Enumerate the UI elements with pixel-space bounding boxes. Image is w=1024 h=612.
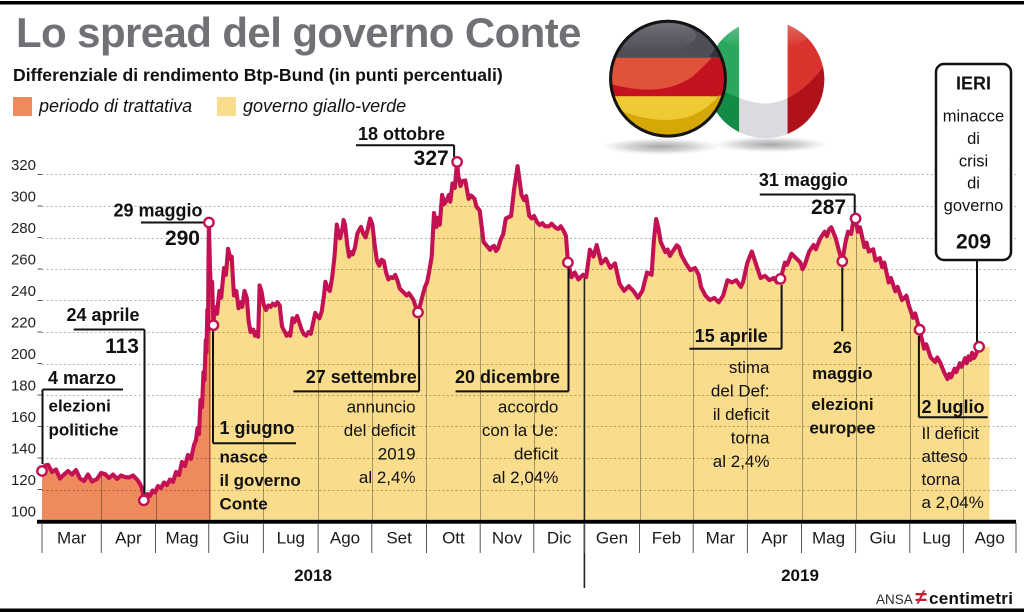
svg-text:2019: 2019 bbox=[781, 566, 819, 585]
svg-text:Mag: Mag bbox=[166, 529, 199, 548]
svg-text:Lo spread del governo Conte: Lo spread del governo Conte bbox=[16, 9, 581, 56]
svg-text:113: 113 bbox=[105, 335, 139, 358]
svg-text:Dic: Dic bbox=[547, 529, 572, 548]
svg-text:287: 287 bbox=[811, 196, 846, 219]
svg-text:IERI: IERI bbox=[956, 74, 991, 94]
svg-text:di: di bbox=[967, 130, 980, 148]
svg-text:del Def:: del Def: bbox=[711, 382, 770, 401]
svg-text:Ago: Ago bbox=[975, 529, 1005, 548]
svg-text:Lug: Lug bbox=[277, 529, 305, 548]
svg-text:deficit: deficit bbox=[514, 445, 559, 464]
svg-text:al 2,4%: al 2,4% bbox=[713, 452, 770, 471]
svg-text:il deficit: il deficit bbox=[713, 405, 770, 424]
svg-text:320: 320 bbox=[11, 157, 36, 174]
svg-text:al 2,4%: al 2,4% bbox=[359, 468, 416, 487]
svg-text:europee: europee bbox=[809, 419, 875, 438]
svg-text:24 aprile: 24 aprile bbox=[66, 305, 139, 325]
svg-text:ANSA: ANSA bbox=[876, 592, 913, 607]
svg-text:il governo: il governo bbox=[220, 471, 301, 490]
svg-text:Nov: Nov bbox=[492, 529, 523, 548]
svg-text:160: 160 bbox=[11, 409, 36, 426]
svg-text:Set: Set bbox=[386, 529, 412, 548]
svg-text:Differenziale di rendimento Bt: Differenziale di rendimento Btp-Bund (in… bbox=[13, 65, 503, 85]
svg-text:120: 120 bbox=[11, 472, 36, 489]
svg-text:di: di bbox=[967, 175, 980, 193]
svg-text:a 2,04%: a 2,04% bbox=[922, 493, 984, 512]
svg-text:Giu: Giu bbox=[869, 529, 895, 548]
svg-text:Conte: Conte bbox=[220, 495, 268, 514]
svg-text:Apr: Apr bbox=[761, 529, 788, 548]
svg-text:4 marzo: 4 marzo bbox=[48, 368, 116, 388]
svg-text:2019: 2019 bbox=[378, 445, 416, 464]
svg-text:Mar: Mar bbox=[57, 529, 87, 548]
svg-text:300: 300 bbox=[11, 189, 36, 206]
svg-text:260: 260 bbox=[11, 252, 36, 269]
svg-text:politiche: politiche bbox=[49, 421, 119, 440]
svg-text:26: 26 bbox=[833, 338, 852, 357]
svg-text:2 luglio: 2 luglio bbox=[922, 397, 985, 417]
svg-text:centimetri: centimetri bbox=[929, 589, 1013, 608]
svg-text:29 maggio: 29 maggio bbox=[113, 201, 202, 221]
svg-text:del deficit: del deficit bbox=[344, 421, 416, 440]
svg-text:Ott: Ott bbox=[442, 529, 465, 548]
svg-text:Apr: Apr bbox=[115, 529, 142, 548]
svg-text:140: 140 bbox=[11, 441, 36, 458]
svg-text:220: 220 bbox=[11, 315, 36, 332]
svg-text:periodo di trattativa: periodo di trattativa bbox=[38, 96, 192, 116]
svg-text:290: 290 bbox=[165, 227, 200, 250]
svg-text:elezioni: elezioni bbox=[49, 397, 111, 416]
svg-text:20 dicembre: 20 dicembre bbox=[455, 367, 560, 387]
svg-text:100: 100 bbox=[11, 504, 36, 521]
svg-text:governo giallo-verde: governo giallo-verde bbox=[243, 96, 406, 116]
svg-text:Mar: Mar bbox=[706, 529, 736, 548]
svg-text:27 settembre: 27 settembre bbox=[306, 367, 417, 387]
svg-text:maggio: maggio bbox=[812, 364, 872, 383]
svg-text:≠: ≠ bbox=[915, 586, 927, 609]
svg-text:Ago: Ago bbox=[330, 529, 360, 548]
svg-text:180: 180 bbox=[11, 378, 36, 395]
svg-text:18 ottobre: 18 ottobre bbox=[358, 124, 445, 144]
svg-text:accordo: accordo bbox=[498, 398, 558, 417]
svg-text:annuncio: annuncio bbox=[347, 398, 416, 417]
svg-text:crisi: crisi bbox=[959, 152, 988, 170]
svg-text:209: 209 bbox=[956, 231, 991, 254]
svg-text:Gen: Gen bbox=[596, 529, 628, 548]
svg-text:con la Ue:: con la Ue: bbox=[482, 421, 559, 440]
svg-text:torna: torna bbox=[922, 470, 961, 489]
svg-text:240: 240 bbox=[11, 283, 36, 300]
svg-text:torna: torna bbox=[731, 429, 770, 448]
svg-text:200: 200 bbox=[11, 346, 36, 363]
svg-text:governo: governo bbox=[944, 197, 1004, 215]
svg-text:stima: stima bbox=[729, 358, 770, 377]
svg-text:Il deficit: Il deficit bbox=[922, 424, 980, 443]
svg-text:al 2,04%: al 2,04% bbox=[492, 468, 558, 487]
svg-text:minacce: minacce bbox=[943, 108, 1004, 126]
svg-text:Feb: Feb bbox=[652, 529, 681, 548]
svg-text:327: 327 bbox=[414, 147, 449, 170]
svg-text:15 aprile: 15 aprile bbox=[695, 326, 768, 346]
svg-text:280: 280 bbox=[11, 220, 36, 237]
svg-text:atteso: atteso bbox=[922, 447, 968, 466]
svg-text:nasce: nasce bbox=[220, 448, 268, 467]
svg-text:elezioni: elezioni bbox=[811, 395, 873, 414]
svg-text:2018: 2018 bbox=[294, 566, 332, 585]
svg-text:1 giugno: 1 giugno bbox=[220, 418, 295, 438]
svg-text:Lug: Lug bbox=[922, 529, 950, 548]
svg-text:31 maggio: 31 maggio bbox=[759, 170, 848, 190]
svg-text:Mag: Mag bbox=[812, 529, 845, 548]
svg-text:Giu: Giu bbox=[223, 529, 249, 548]
